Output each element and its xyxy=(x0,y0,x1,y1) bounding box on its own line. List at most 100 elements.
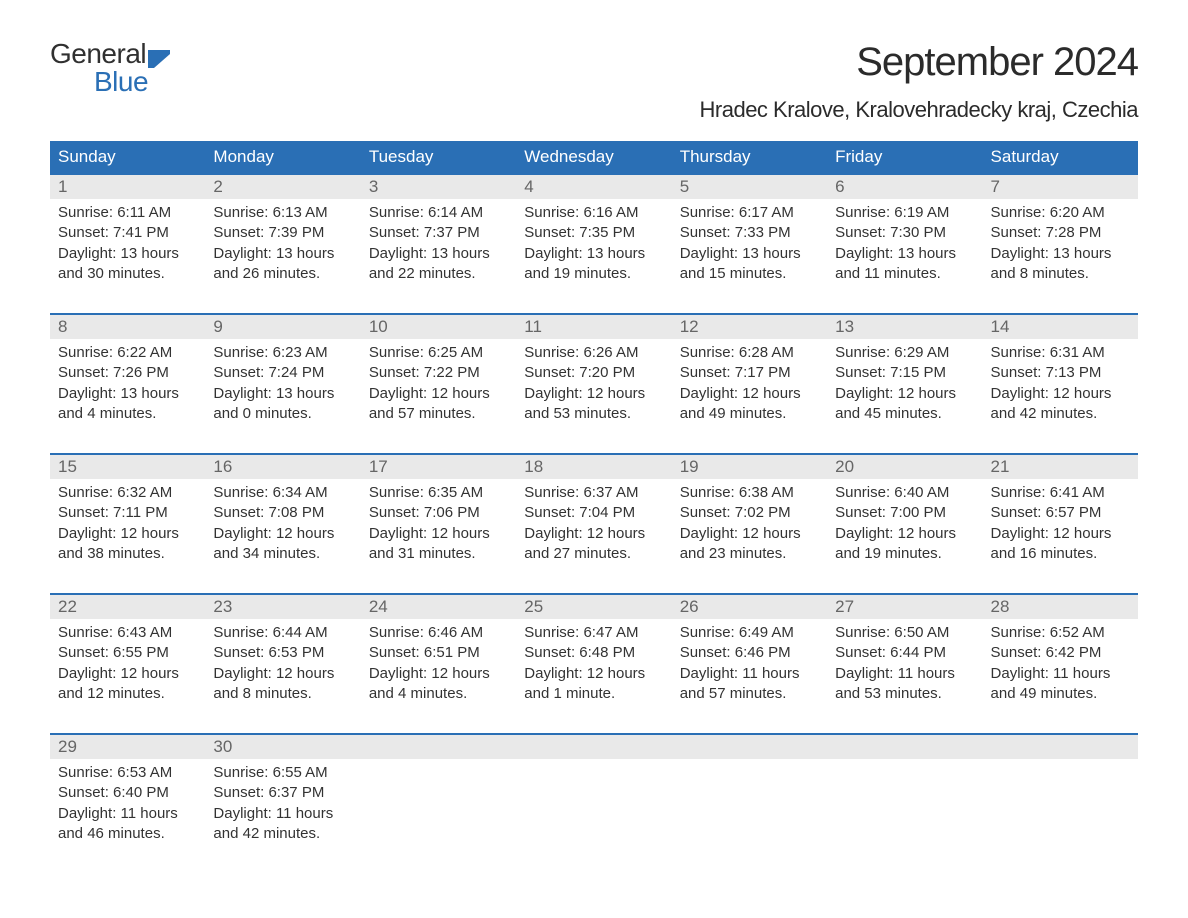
sunset-line: Sunset: 6:42 PM xyxy=(991,643,1130,663)
daylight-line: Daylight: 12 hours and 27 minutes. xyxy=(524,524,663,565)
day-details-row: Sunrise: 6:32 AMSunset: 7:11 PMDaylight:… xyxy=(50,479,1138,583)
daylight-line: Daylight: 11 hours and 53 minutes. xyxy=(835,664,974,705)
sunset-line: Sunset: 7:00 PM xyxy=(835,503,974,523)
sunrise-line: Sunrise: 6:41 AM xyxy=(991,483,1130,503)
daylight-line: Daylight: 12 hours and 31 minutes. xyxy=(369,524,508,565)
logo: General Blue xyxy=(50,40,170,96)
location-text: Hradec Kralove, Kralovehradecky kraj, Cz… xyxy=(700,97,1138,123)
day-details: Sunrise: 6:38 AMSunset: 7:02 PMDaylight:… xyxy=(672,479,827,583)
day-details: Sunrise: 6:14 AMSunset: 7:37 PMDaylight:… xyxy=(361,199,516,303)
day-number: 1 xyxy=(50,175,205,199)
daylight-line: Daylight: 11 hours and 46 minutes. xyxy=(58,804,197,845)
daylight-line: Daylight: 13 hours and 22 minutes. xyxy=(369,244,508,285)
daylight-line: Daylight: 12 hours and 57 minutes. xyxy=(369,384,508,425)
day-number: 4 xyxy=(516,175,671,199)
dow-monday: Monday xyxy=(205,141,360,173)
sunset-line: Sunset: 7:22 PM xyxy=(369,363,508,383)
day-number: 2 xyxy=(205,175,360,199)
daylight-line: Daylight: 11 hours and 42 minutes. xyxy=(213,804,352,845)
day-details: Sunrise: 6:49 AMSunset: 6:46 PMDaylight:… xyxy=(672,619,827,723)
sunrise-line: Sunrise: 6:50 AM xyxy=(835,623,974,643)
sunset-line: Sunset: 7:41 PM xyxy=(58,223,197,243)
day-number: 3 xyxy=(361,175,516,199)
sunset-line: Sunset: 7:02 PM xyxy=(680,503,819,523)
day-number: 14 xyxy=(983,315,1138,339)
daylight-line: Daylight: 12 hours and 16 minutes. xyxy=(991,524,1130,565)
page-title: September 2024 xyxy=(700,40,1138,85)
sunset-line: Sunset: 6:46 PM xyxy=(680,643,819,663)
sunrise-line: Sunrise: 6:22 AM xyxy=(58,343,197,363)
logo-word-general: General xyxy=(50,40,146,68)
day-number: 21 xyxy=(983,455,1138,479)
sunrise-line: Sunrise: 6:34 AM xyxy=(213,483,352,503)
header: General Blue September 2024 Hradec Kralo… xyxy=(50,40,1138,123)
day-details xyxy=(516,759,671,863)
sunrise-line: Sunrise: 6:55 AM xyxy=(213,763,352,783)
day-number: 20 xyxy=(827,455,982,479)
day-details: Sunrise: 6:29 AMSunset: 7:15 PMDaylight:… xyxy=(827,339,982,443)
day-details: Sunrise: 6:31 AMSunset: 7:13 PMDaylight:… xyxy=(983,339,1138,443)
day-number-row: 1234567 xyxy=(50,175,1138,199)
day-details: Sunrise: 6:47 AMSunset: 6:48 PMDaylight:… xyxy=(516,619,671,723)
sunset-line: Sunset: 7:13 PM xyxy=(991,363,1130,383)
day-details: Sunrise: 6:43 AMSunset: 6:55 PMDaylight:… xyxy=(50,619,205,723)
day-number: 12 xyxy=(672,315,827,339)
sunrise-line: Sunrise: 6:13 AM xyxy=(213,203,352,223)
sunset-line: Sunset: 7:11 PM xyxy=(58,503,197,523)
day-details: Sunrise: 6:52 AMSunset: 6:42 PMDaylight:… xyxy=(983,619,1138,723)
dow-tuesday: Tuesday xyxy=(361,141,516,173)
sunrise-line: Sunrise: 6:28 AM xyxy=(680,343,819,363)
calendar: Sunday Monday Tuesday Wednesday Thursday… xyxy=(50,141,1138,863)
sunrise-line: Sunrise: 6:49 AM xyxy=(680,623,819,643)
dow-sunday: Sunday xyxy=(50,141,205,173)
sunset-line: Sunset: 7:37 PM xyxy=(369,223,508,243)
day-number: 16 xyxy=(205,455,360,479)
daylight-line: Daylight: 13 hours and 26 minutes. xyxy=(213,244,352,285)
day-details: Sunrise: 6:23 AMSunset: 7:24 PMDaylight:… xyxy=(205,339,360,443)
calendar-body: 1234567Sunrise: 6:11 AMSunset: 7:41 PMDa… xyxy=(50,173,1138,863)
day-number xyxy=(672,735,827,759)
day-details: Sunrise: 6:40 AMSunset: 7:00 PMDaylight:… xyxy=(827,479,982,583)
day-number: 28 xyxy=(983,595,1138,619)
sunset-line: Sunset: 7:28 PM xyxy=(991,223,1130,243)
dow-saturday: Saturday xyxy=(983,141,1138,173)
logo-text-top: General xyxy=(50,40,170,68)
day-number: 18 xyxy=(516,455,671,479)
daylight-line: Daylight: 12 hours and 4 minutes. xyxy=(369,664,508,705)
day-number: 19 xyxy=(672,455,827,479)
daylight-line: Daylight: 12 hours and 12 minutes. xyxy=(58,664,197,705)
sunset-line: Sunset: 6:48 PM xyxy=(524,643,663,663)
day-details: Sunrise: 6:28 AMSunset: 7:17 PMDaylight:… xyxy=(672,339,827,443)
day-details: Sunrise: 6:34 AMSunset: 7:08 PMDaylight:… xyxy=(205,479,360,583)
daylight-line: Daylight: 13 hours and 0 minutes. xyxy=(213,384,352,425)
sunrise-line: Sunrise: 6:53 AM xyxy=(58,763,197,783)
day-details: Sunrise: 6:22 AMSunset: 7:26 PMDaylight:… xyxy=(50,339,205,443)
sunrise-line: Sunrise: 6:14 AM xyxy=(369,203,508,223)
sunrise-line: Sunrise: 6:31 AM xyxy=(991,343,1130,363)
day-number: 7 xyxy=(983,175,1138,199)
dow-wednesday: Wednesday xyxy=(516,141,671,173)
week-block: 891011121314Sunrise: 6:22 AMSunset: 7:26… xyxy=(50,313,1138,443)
sunset-line: Sunset: 6:53 PM xyxy=(213,643,352,663)
week-block: 2930Sunrise: 6:53 AMSunset: 6:40 PMDayli… xyxy=(50,733,1138,863)
sunrise-line: Sunrise: 6:52 AM xyxy=(991,623,1130,643)
day-number: 23 xyxy=(205,595,360,619)
day-details: Sunrise: 6:46 AMSunset: 6:51 PMDaylight:… xyxy=(361,619,516,723)
day-details: Sunrise: 6:25 AMSunset: 7:22 PMDaylight:… xyxy=(361,339,516,443)
day-number: 26 xyxy=(672,595,827,619)
day-details xyxy=(983,759,1138,863)
day-number: 17 xyxy=(361,455,516,479)
sunrise-line: Sunrise: 6:38 AM xyxy=(680,483,819,503)
day-number: 5 xyxy=(672,175,827,199)
daylight-line: Daylight: 13 hours and 30 minutes. xyxy=(58,244,197,285)
day-details: Sunrise: 6:16 AMSunset: 7:35 PMDaylight:… xyxy=(516,199,671,303)
day-number: 15 xyxy=(50,455,205,479)
sunrise-line: Sunrise: 6:26 AM xyxy=(524,343,663,363)
sunrise-line: Sunrise: 6:40 AM xyxy=(835,483,974,503)
day-number: 9 xyxy=(205,315,360,339)
sunset-line: Sunset: 7:30 PM xyxy=(835,223,974,243)
sunrise-line: Sunrise: 6:37 AM xyxy=(524,483,663,503)
sunrise-line: Sunrise: 6:20 AM xyxy=(991,203,1130,223)
sunrise-line: Sunrise: 6:44 AM xyxy=(213,623,352,643)
day-details xyxy=(827,759,982,863)
